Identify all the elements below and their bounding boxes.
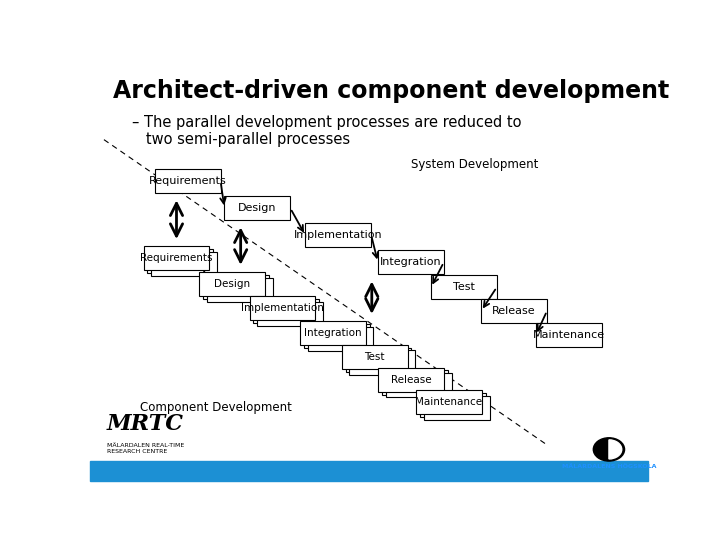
Text: Implementation: Implementation xyxy=(294,230,382,240)
Text: Requirements: Requirements xyxy=(140,253,212,263)
Circle shape xyxy=(593,438,624,461)
FancyBboxPatch shape xyxy=(378,368,444,392)
FancyBboxPatch shape xyxy=(207,278,273,302)
Text: – The parallel development processes are reduced to
   two semi-parallel process: – The parallel development processes are… xyxy=(132,114,521,147)
FancyBboxPatch shape xyxy=(143,246,210,270)
Text: Design: Design xyxy=(238,203,276,213)
Text: Release: Release xyxy=(492,306,536,316)
FancyBboxPatch shape xyxy=(378,250,444,274)
Text: Design: Design xyxy=(215,279,251,289)
FancyBboxPatch shape xyxy=(346,348,411,372)
FancyBboxPatch shape xyxy=(304,324,369,348)
FancyBboxPatch shape xyxy=(258,302,323,326)
FancyBboxPatch shape xyxy=(307,327,374,351)
FancyBboxPatch shape xyxy=(481,299,547,323)
Text: Test: Test xyxy=(364,352,384,362)
FancyBboxPatch shape xyxy=(416,390,482,415)
Wedge shape xyxy=(609,440,622,459)
Text: System Development: System Development xyxy=(411,158,539,171)
Text: MÄLARDALEN REAL-TIME
RESEARCH CENTRE: MÄLARDALEN REAL-TIME RESEARCH CENTRE xyxy=(107,443,184,454)
FancyBboxPatch shape xyxy=(305,223,372,247)
Text: Maintenance: Maintenance xyxy=(415,397,482,407)
Text: Integration: Integration xyxy=(304,328,361,338)
FancyBboxPatch shape xyxy=(203,275,269,299)
FancyBboxPatch shape xyxy=(536,323,602,347)
Text: Release: Release xyxy=(390,375,431,384)
Text: Component Development: Component Development xyxy=(140,401,292,414)
Text: Requirements: Requirements xyxy=(149,176,227,186)
FancyBboxPatch shape xyxy=(349,350,415,375)
Text: Implementation: Implementation xyxy=(241,303,324,313)
Text: MRTC: MRTC xyxy=(107,413,184,435)
FancyBboxPatch shape xyxy=(420,393,485,417)
FancyBboxPatch shape xyxy=(382,370,448,395)
FancyBboxPatch shape xyxy=(225,196,290,220)
FancyBboxPatch shape xyxy=(253,299,320,323)
FancyBboxPatch shape xyxy=(250,296,315,320)
Text: Test: Test xyxy=(453,282,474,292)
Text: MÄLARDALENS HÖGSKOLA: MÄLARDALENS HÖGSKOLA xyxy=(562,464,656,469)
FancyBboxPatch shape xyxy=(199,272,265,296)
Text: Integration: Integration xyxy=(380,257,441,267)
FancyBboxPatch shape xyxy=(431,275,497,299)
FancyBboxPatch shape xyxy=(342,345,408,369)
Text: Architect-driven component development: Architect-driven component development xyxy=(114,79,670,103)
FancyBboxPatch shape xyxy=(155,169,220,193)
FancyBboxPatch shape xyxy=(300,321,366,345)
Bar xyxy=(90,461,648,481)
FancyBboxPatch shape xyxy=(423,396,490,420)
Text: Maintenance: Maintenance xyxy=(533,330,605,340)
FancyBboxPatch shape xyxy=(148,249,213,273)
FancyBboxPatch shape xyxy=(151,252,217,276)
FancyBboxPatch shape xyxy=(386,373,451,397)
